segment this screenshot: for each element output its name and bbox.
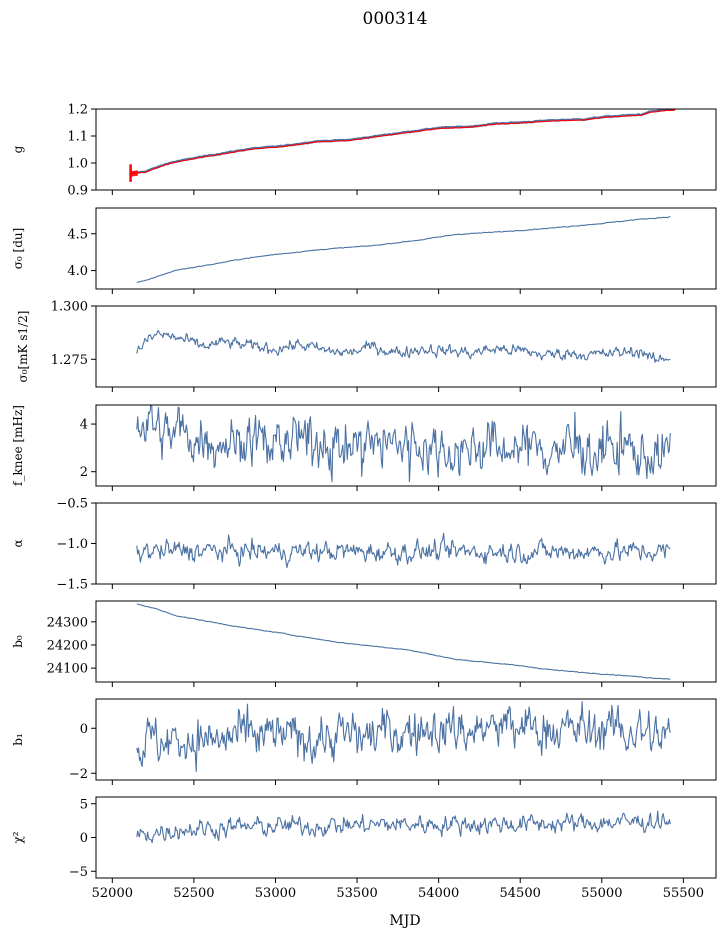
plot-area-b1 — [136, 700, 671, 773]
y-axis-label-chi2: χ² — [11, 831, 25, 843]
y-tick-label-sigma0_mK: 1.275 — [51, 353, 88, 368]
plot-area-g — [129, 109, 676, 182]
series-line-b1-0 — [136, 700, 671, 773]
plot-area-alpha — [136, 532, 671, 569]
axes-frame-fknee — [95, 404, 717, 487]
y-axis-label-sigma0_mK: σ₀[mK s1/2] — [16, 311, 30, 383]
plot-area-b0 — [136, 603, 671, 680]
x-axis-label: MJD — [389, 913, 420, 929]
y-tick-label-chi2: 5 — [80, 797, 88, 812]
y-tick-label-g: 1.2 — [67, 103, 88, 118]
axes-frame-g — [95, 108, 717, 191]
series-line-g-1 — [131, 109, 676, 175]
axes-frame-chi2 — [95, 796, 717, 879]
panel-chi2: −5 0 5 52000 52500 53000 53500 54000 54500 55000 5… — [11, 796, 717, 901]
panel-b1: −2 0 b₁ — [11, 698, 717, 785]
y-tick-label-g: 1.0 — [67, 157, 88, 172]
x-tick-label: 52000 — [92, 886, 133, 901]
plot-area-chi2 — [136, 810, 671, 844]
y-tick-label-sigma0_du: 4.5 — [67, 227, 88, 242]
plot-area-sigma0_mK — [136, 330, 671, 363]
panel-fknee: 2 4 f_knee [mHz] — [11, 404, 717, 491]
y-tick-label-alpha: −1.0 — [56, 537, 88, 552]
axes-frame-b0 — [95, 600, 717, 683]
y-tick-label-g: 1.1 — [67, 130, 88, 145]
series-line-chi2-0 — [136, 810, 671, 844]
y-tick-label-chi2: 0 — [80, 831, 88, 846]
y-tick-label-chi2: −5 — [69, 865, 88, 880]
panels-group: 0.9 1.0 1.1 1.2 g 4.0 4.5 σ₀ [du] 1.275 1.300 σ₀[m… — [11, 103, 717, 901]
axes-frame-sigma0_mK — [95, 305, 717, 388]
y-tick-label-g: 0.9 — [67, 184, 88, 199]
series-line-sigma0_du-0 — [136, 216, 671, 283]
panel-alpha: −1.5 −1.0 −0.5 α — [11, 497, 717, 593]
series-line-fknee-0 — [136, 405, 671, 483]
axes-frame-alpha — [95, 502, 717, 585]
x-tick-label: 52500 — [173, 886, 214, 901]
x-tick-label: 54500 — [500, 886, 541, 901]
panel-sigma0_mK: 1.275 1.300 σ₀[mK s1/2] — [16, 300, 717, 392]
y-axis-label-fknee: f_knee [mHz] — [11, 405, 25, 486]
panel-g: 0.9 1.0 1.1 1.2 g — [11, 103, 717, 199]
axes-frame-b1 — [95, 698, 717, 781]
y-tick-label-sigma0_du: 4.0 — [67, 264, 88, 279]
plot-area-fknee — [136, 405, 671, 483]
panel-sigma0_du: 4.0 4.5 σ₀ [du] — [11, 207, 717, 294]
series-line-b0-0 — [136, 603, 671, 680]
series-line-sigma0_mK-0 — [136, 330, 671, 363]
y-axis-label-b0: b₀ — [11, 635, 25, 648]
y-tick-label-alpha: −1.5 — [56, 578, 88, 593]
x-tick-label: 54000 — [418, 886, 459, 901]
plot-area-sigma0_du — [136, 216, 671, 283]
y-tick-label-alpha: −0.5 — [56, 497, 88, 512]
x-tick-label: 53500 — [336, 886, 377, 901]
y-tick-label-fknee: 4 — [80, 418, 88, 433]
panel-b0: 24100 24200 24300 b₀ — [11, 600, 717, 687]
y-axis-label-sigma0_du: σ₀ [du] — [11, 228, 25, 270]
y-tick-label-sigma0_mK: 1.300 — [51, 300, 88, 315]
x-tick-label: 55000 — [581, 886, 622, 901]
y-axis-label-b1: b₁ — [11, 733, 25, 746]
y-axis-label-alpha: α — [11, 539, 25, 547]
x-tick-label: 55500 — [663, 886, 704, 901]
y-axis-label-g: g — [11, 145, 25, 153]
x-tick-label: 53000 — [255, 886, 296, 901]
y-tick-label-b0: 24200 — [47, 638, 88, 653]
axes-frame-sigma0_du — [95, 207, 717, 290]
y-tick-label-b0: 24100 — [47, 662, 88, 677]
figure-title: 000314 — [363, 9, 428, 29]
series-line-alpha-0 — [136, 532, 671, 569]
y-tick-label-b1: −2 — [69, 767, 88, 782]
y-tick-label-b0: 24300 — [47, 615, 88, 630]
y-tick-label-b1: 0 — [80, 722, 88, 737]
y-tick-label-fknee: 2 — [80, 465, 88, 480]
